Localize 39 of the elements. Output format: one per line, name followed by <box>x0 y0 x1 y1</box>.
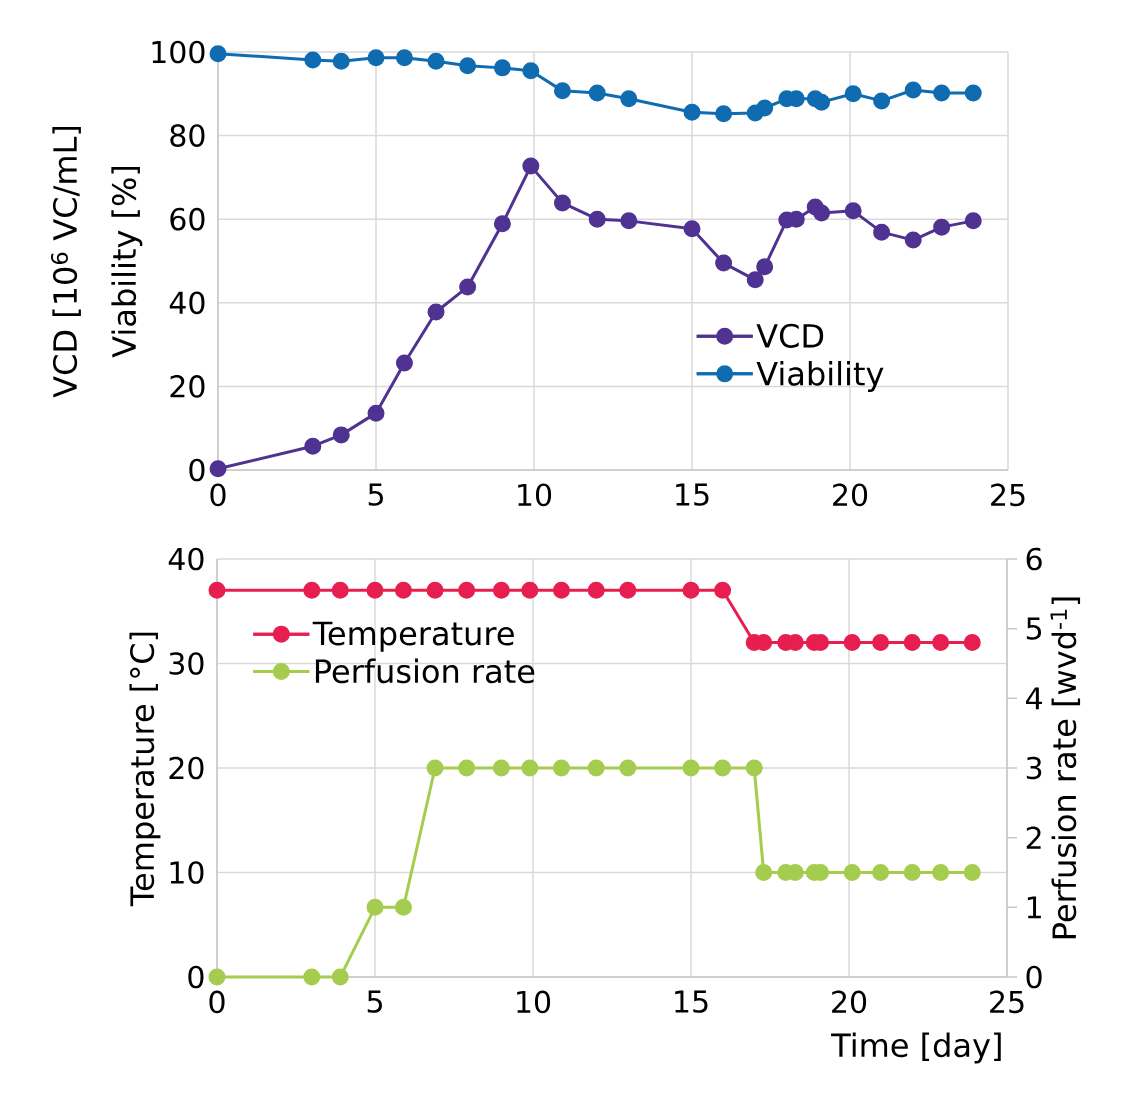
x-tick-label: 0 <box>209 990 225 1014</box>
y-tick-label: 20 <box>169 756 204 780</box>
y-tick-label: 60 <box>170 207 205 231</box>
x-tick-label: 0 <box>210 483 226 507</box>
text: Viability [%] <box>111 166 143 358</box>
y-tick-label: 20 <box>170 375 205 398</box>
x-tick-label: 5 <box>367 990 382 1013</box>
y-tick-label: 10 <box>170 861 204 884</box>
x-tick-label: 20 <box>832 990 867 1014</box>
y2-tick-label: 6 <box>1026 547 1042 571</box>
x-tick-label: 5 <box>368 483 383 506</box>
legend-label: Perfusion rate <box>315 658 535 684</box>
y2-tick-label: 1 <box>1027 896 1041 919</box>
legend-label: Viability <box>756 360 884 392</box>
x-axis-title: Time [day] <box>831 1032 1001 1064</box>
y2-tick-label: 2 <box>1026 826 1041 849</box>
x-tick-label: 15 <box>676 483 709 506</box>
legend-label: Temperature <box>312 621 514 652</box>
y-tick-label: 0 <box>188 965 204 989</box>
y2-axis-title: Perfusion rate [wvd$^{-1}$] <box>1050 597 1081 939</box>
x-tick-label: 10 <box>517 990 551 1014</box>
legend-label: VCD <box>756 323 824 348</box>
y-tick-label: 40 <box>168 547 204 571</box>
y-axis-title: Temperature [°C] <box>129 632 161 907</box>
y2-tick-label: 0 <box>1026 965 1042 989</box>
y-tick-label: 100 <box>152 40 205 64</box>
text: VCD [10$^{6}$ VC/mL] <box>51 126 81 398</box>
x-tick-label: 25 <box>991 483 1025 507</box>
y-tick-label: 30 <box>169 652 204 675</box>
x-tick-label: 10 <box>518 483 552 507</box>
y-tick-label: 0 <box>189 458 205 482</box>
x-tick-label: 15 <box>675 990 708 1013</box>
y-tick-label: 40 <box>169 291 205 315</box>
y2-tick-label: 3 <box>1026 756 1042 780</box>
y2-tick-label: 5 <box>1026 617 1042 640</box>
y-tick-label: 80 <box>170 124 205 147</box>
x-tick-label: 20 <box>833 483 868 507</box>
x-tick-label: 25 <box>990 990 1024 1014</box>
y2-tick-label: 4 <box>1026 687 1042 710</box>
